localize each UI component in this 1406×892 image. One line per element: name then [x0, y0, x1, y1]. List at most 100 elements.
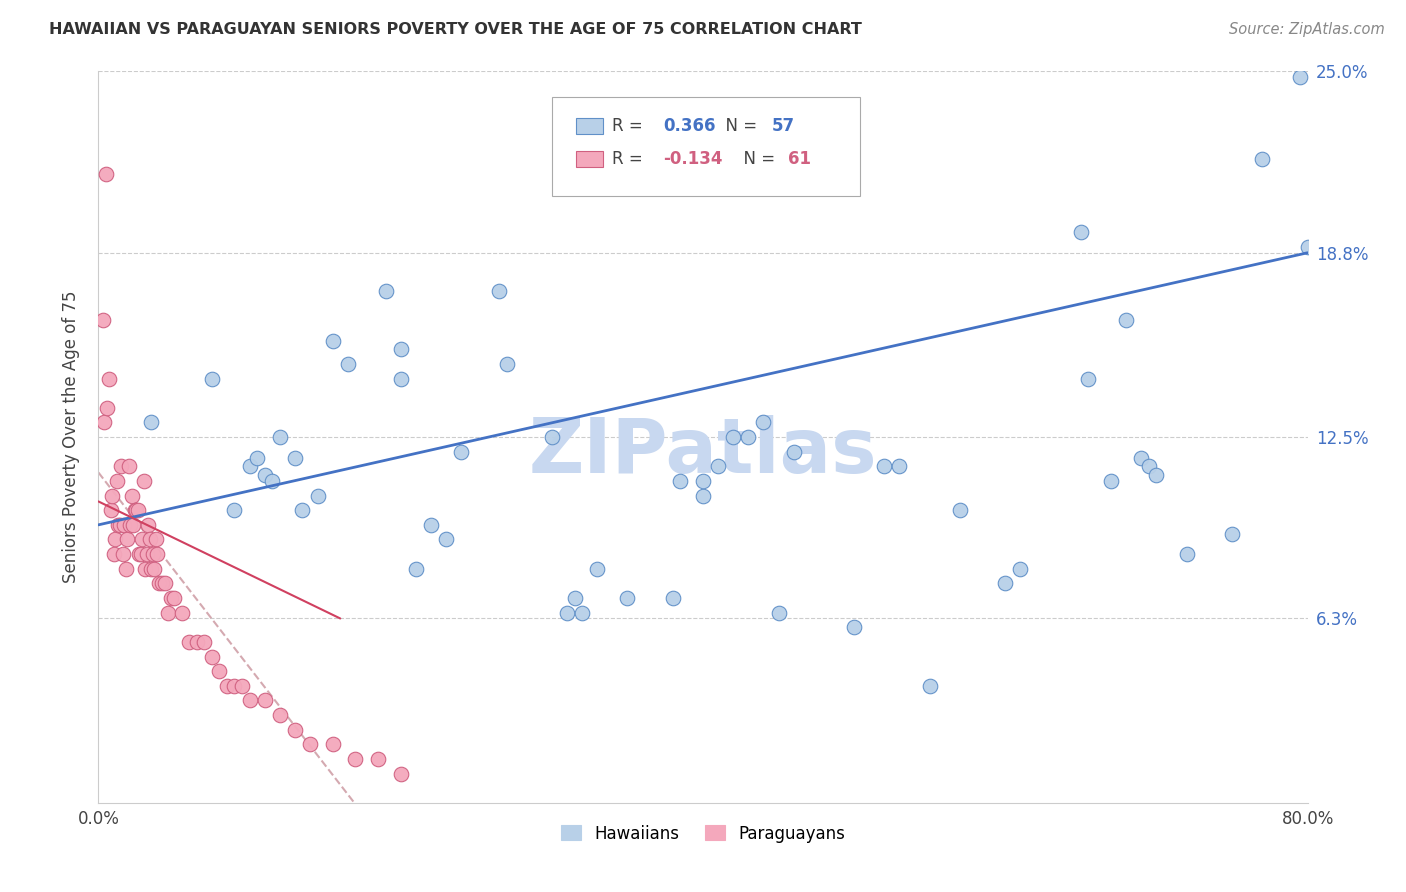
Point [1289, 70, 1312, 85]
Point [132, 474, 155, 488]
Point [114, 562, 136, 576]
Point [783, 444, 806, 458]
Point [125, 503, 148, 517]
Text: 0.366: 0.366 [664, 117, 716, 136]
Point [118, 459, 141, 474]
Point [208, 664, 231, 678]
Point [873, 459, 896, 474]
Point [344, 752, 367, 766]
Text: 61: 61 [787, 150, 811, 168]
Point [139, 533, 162, 547]
Point [100, 503, 122, 517]
Point [112, 517, 135, 532]
FancyBboxPatch shape [576, 118, 603, 135]
Text: 57: 57 [772, 117, 794, 136]
Point [141, 562, 163, 576]
Point [949, 503, 972, 517]
Point [707, 459, 730, 474]
Point [1010, 562, 1032, 576]
Point [1137, 459, 1160, 474]
Point [98, 371, 121, 385]
Point [127, 503, 149, 517]
Point [128, 547, 150, 561]
Point [1130, 450, 1153, 465]
Text: Source: ZipAtlas.com: Source: ZipAtlas.com [1229, 22, 1385, 37]
Point [1251, 152, 1274, 166]
Point [669, 474, 692, 488]
Point [1296, 240, 1319, 254]
Point [108, 517, 131, 532]
Point [122, 517, 145, 532]
Point [692, 474, 714, 488]
Point [145, 533, 167, 547]
Point [131, 533, 153, 547]
Point [215, 679, 238, 693]
Point [201, 649, 224, 664]
Point [120, 517, 142, 532]
Point [142, 547, 165, 561]
Point [170, 606, 193, 620]
Point [367, 752, 389, 766]
Point [1115, 313, 1137, 327]
FancyBboxPatch shape [551, 97, 860, 195]
Point [661, 591, 683, 605]
Point [374, 284, 396, 298]
Point [994, 576, 1017, 591]
Point [105, 474, 128, 488]
Point [284, 450, 307, 465]
Point [153, 576, 176, 591]
Point [150, 576, 173, 591]
Point [124, 503, 146, 517]
Point [269, 708, 291, 723]
Point [555, 606, 578, 620]
Point [201, 371, 224, 385]
Text: ZIPatlas: ZIPatlas [529, 415, 877, 489]
Point [163, 591, 186, 605]
Point [104, 533, 127, 547]
Text: HAWAIIAN VS PARAGUAYAN SENIORS POVERTY OVER THE AGE OF 75 CORRELATION CHART: HAWAIIAN VS PARAGUAYAN SENIORS POVERTY O… [49, 22, 862, 37]
Point [450, 444, 472, 458]
Point [737, 430, 759, 444]
Point [322, 737, 344, 751]
Point [389, 343, 412, 357]
Point [231, 679, 253, 693]
Point [586, 562, 609, 576]
Point [495, 357, 517, 371]
Point [111, 547, 134, 561]
Point [253, 693, 276, 707]
Point [768, 606, 790, 620]
Point [1220, 526, 1243, 541]
Point [918, 679, 941, 693]
Point [224, 679, 246, 693]
Point [1175, 547, 1198, 561]
Point [434, 533, 457, 547]
Point [389, 371, 412, 385]
Point [253, 468, 276, 483]
Point [239, 693, 262, 707]
Point [148, 576, 170, 591]
Point [269, 430, 291, 444]
Point [564, 591, 586, 605]
Point [1077, 371, 1099, 385]
Point [1144, 468, 1167, 483]
Point [291, 503, 314, 517]
Point [889, 459, 911, 474]
Point [129, 547, 152, 561]
Point [571, 606, 593, 620]
Point [115, 533, 138, 547]
Point [246, 450, 269, 465]
Point [239, 459, 262, 474]
Legend: Hawaiians, Paraguayans: Hawaiians, Paraguayans [554, 818, 852, 849]
Point [692, 489, 714, 503]
Point [488, 284, 510, 298]
Text: R =: R = [613, 117, 648, 136]
Point [136, 517, 159, 532]
Point [94, 167, 117, 181]
Point [179, 635, 201, 649]
Point [284, 723, 307, 737]
Point [110, 459, 132, 474]
Point [156, 606, 179, 620]
Point [96, 401, 118, 415]
Y-axis label: Seniors Poverty Over the Age of 75: Seniors Poverty Over the Age of 75 [62, 291, 80, 583]
Point [336, 357, 359, 371]
